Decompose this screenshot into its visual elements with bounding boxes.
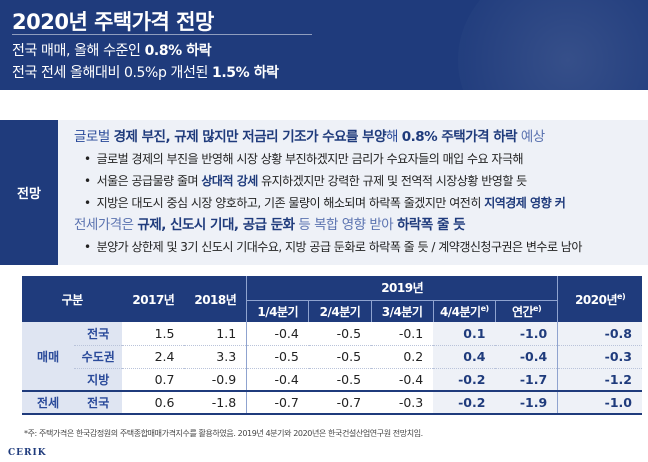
value-cell: 0.2 [371, 345, 434, 369]
bullet-text: 분양가 상한제 및 3기 신도시 기대수요, 지방 공급 둔화로 하락폭 줄 듯… [96, 240, 583, 254]
text-strong: 하락폭 줄 듯 [397, 217, 466, 233]
header-q1: 1/4분기 [246, 299, 309, 322]
value-cell: -0.5 [308, 345, 372, 369]
text: 글로벌 [74, 129, 114, 145]
logo: CERIK [8, 448, 47, 458]
header-2017: 2017년 [122, 276, 185, 322]
header-q4: 4/4분기e) [432, 299, 496, 322]
outlook-bullet: 서울은 공급물량 줄며 상대적 강세 유지하겠지만 강력한 규제 및 전역적 시… [74, 170, 648, 192]
value-cell: -0.4 [371, 368, 434, 392]
value-cell: -1.9 [495, 390, 558, 415]
value-cell: -0.5 [308, 322, 372, 346]
value-cell: -0.7 [246, 390, 309, 415]
outlook-label: 전망 [0, 120, 58, 265]
summary-jeonse: 전국 전세 올해대비 0.5%p 개선된 1.5% 하락 [12, 62, 279, 82]
value-cell: -0.4 [246, 368, 309, 392]
header-q4-sup: e) [480, 303, 490, 313]
text: 전세가격은 [74, 217, 138, 233]
value-cell: -0.2 [433, 390, 496, 415]
value-cell: -1.8 [184, 390, 247, 415]
outlook-bullet: 글로벌 경제의 부진을 반영해 시장 상황 부진하겠지만 금리가 수요자들의 매… [74, 148, 648, 170]
value-cell: 1.1 [184, 322, 247, 346]
summary-jeonse-text: 전국 전세 올해대비 0.5%p 개선된 [12, 65, 212, 81]
value-cell: 3.3 [184, 345, 247, 369]
footnote: *주: 주택가격은 한국감정원의 주택종합매매가격지수를 활용하였음. 2019… [24, 429, 423, 438]
value-cell: -1.2 [557, 368, 642, 392]
value-cell: -0.1 [371, 322, 434, 346]
page-title: 2020년 주택가격 전망 [12, 10, 214, 34]
value-cell: -1.7 [495, 368, 558, 392]
header-annual-sup: e) [533, 303, 542, 313]
value-cell: -0.3 [371, 390, 434, 415]
value-cell: -1.0 [557, 390, 642, 415]
region-cell: 전국 [74, 390, 123, 415]
summary-sale-text: 전국 매매, 올해 수준인 [12, 43, 145, 59]
header-2020-sup: e) [617, 291, 626, 301]
forecast-table: 구분 2017년 2018년 2019년 2020년e) 1/4분기 2/4분기… [22, 276, 642, 415]
summary-sale: 전국 매매, 올해 수준인 0.8% 하락 [12, 40, 212, 60]
text-strong: 규제, 신도시 기대, 공급 둔화 [137, 217, 295, 233]
group-jeonse: 전세 [22, 390, 75, 415]
outlook-section: 전망 글로벌 경제 부진, 규제 많지만 저금리 기조가 수요를 부양해 0.8… [0, 120, 648, 265]
value-cell: 0.6 [122, 390, 185, 415]
title-underline [12, 34, 312, 35]
value-cell: 2.4 [122, 345, 185, 369]
bullet-text: 유지하겠지만 강력한 규제 및 전역적 시장상황 반영할 듯 [257, 174, 527, 188]
value-cell: -0.8 [557, 322, 642, 346]
text: 해 [386, 129, 402, 145]
outlook-bullet: 분양가 상한제 및 3기 신도시 기대수요, 지방 공급 둔화로 하락폭 줄 듯… [74, 236, 648, 258]
outlook-body: 글로벌 경제 부진, 규제 많지만 저금리 기조가 수요를 부양해 0.8% 주… [58, 120, 648, 265]
summary-jeonse-value: 1.5% 하락 [212, 65, 279, 81]
outlook-main-sale: 글로벌 경제 부진, 규제 많지만 저금리 기조가 수요를 부양해 0.8% 주… [74, 126, 648, 148]
value-cell: -0.2 [433, 368, 496, 392]
region-cell: 지방 [74, 368, 123, 392]
header-2020-label: 2020년 [575, 292, 618, 307]
header-annual-label: 연간 [511, 304, 534, 319]
value-cell: -0.5 [246, 345, 309, 369]
text-strong: 0.8% 주택가격 하락 [401, 129, 518, 145]
text: 등 복합 영향 받아 [294, 217, 397, 233]
value-cell: 0.7 [122, 368, 185, 392]
bullet-strong: 지역경제 영향 커 [484, 196, 566, 210]
group-sale: 매매 [22, 322, 75, 392]
value-cell: 1.5 [122, 322, 185, 346]
header-q2: 2/4분기 [308, 299, 372, 322]
header-q3: 3/4분기 [370, 299, 434, 322]
header-2020: 2020년e) [557, 276, 642, 322]
outlook-main-jeonse: 전세가격은 규제, 신도시 기대, 공급 둔화 등 복합 영향 받아 하락폭 줄… [74, 214, 648, 236]
region-cell: 전국 [74, 322, 123, 346]
header-banner: 2020년 주택가격 전망 전국 매매, 올해 수준인 0.8% 하락 전국 전… [0, 0, 648, 90]
table-row: 전세 전국 0.6 -1.8 -0.7 -0.7 -0.3 -0.2 -1.9 -1.0 [22, 390, 642, 415]
bullet-text: 지방은 대도시 중심 시장 양호하고, 기존 물량이 해소되며 하락폭 줄겠지만… [96, 196, 485, 210]
text-strong: 경제 부진, 규제 많지만 저금리 기조가 수요를 부양 [113, 129, 387, 145]
header-2018: 2018년 [184, 276, 247, 322]
header-decoration [458, 0, 648, 90]
header-annual: 연간e) [494, 299, 558, 322]
value-cell: -0.4 [495, 345, 558, 369]
value-cell: -0.9 [184, 368, 247, 392]
value-cell: -0.3 [557, 345, 642, 369]
table-row: 지방 0.7 -0.9 -0.4 -0.5 -0.4 -0.2 -1.7 -1.2 [22, 368, 642, 392]
region-cell: 수도권 [74, 345, 123, 369]
header-category: 구분 [22, 276, 123, 322]
outlook-bullet: 지방은 대도시 중심 시장 양호하고, 기존 물량이 해소되며 하락폭 줄겠지만… [74, 192, 648, 214]
value-cell: 0.1 [433, 322, 496, 346]
bullet-strong: 상대적 강세 [201, 174, 258, 188]
value-cell: -0.7 [308, 390, 372, 415]
bullet-text: 글로벌 경제의 부진을 반영해 시장 상황 부진하겠지만 금리가 수요자들의 매… [96, 152, 524, 166]
value-cell: -0.5 [308, 368, 372, 392]
table-row: 매매 전국 1.5 1.1 -0.4 -0.5 -0.1 0.1 -1.0 -0.8 [22, 322, 642, 392]
text: 예상 [517, 129, 545, 145]
value-cell: 0.4 [433, 345, 496, 369]
table-row: 수도권 2.4 3.3 -0.5 -0.5 0.2 0.4 -0.4 -0.3 [22, 345, 642, 369]
value-cell: -0.4 [246, 322, 309, 346]
value-cell: -1.0 [495, 322, 558, 346]
bullet-text: 서울은 공급물량 줄며 [96, 174, 202, 188]
header-2019: 2019년 [246, 276, 558, 300]
summary-sale-value: 0.8% 하락 [144, 43, 212, 59]
header-q4-label: 4/4분기 [439, 304, 481, 319]
